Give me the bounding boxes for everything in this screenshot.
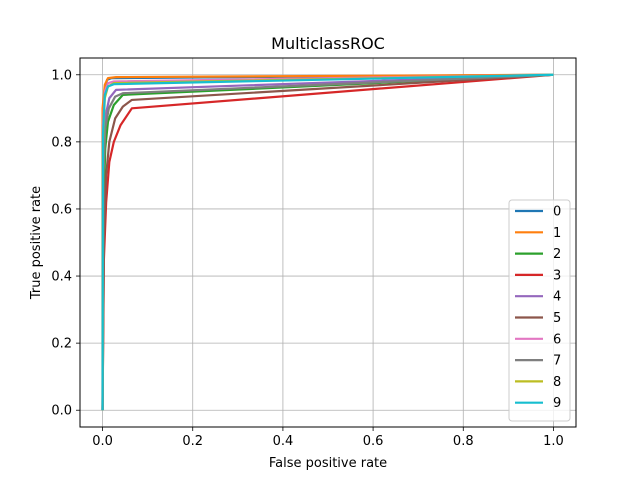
legend-label-4: 4 <box>553 290 561 305</box>
series-lines <box>101 73 554 411</box>
legend-label-8: 8 <box>553 375 561 390</box>
x-tick-label: 0.6 <box>363 434 384 449</box>
legend-label-1: 1 <box>553 226 561 241</box>
x-tick-label: 0.4 <box>273 434 294 449</box>
x-tick-label: 1.0 <box>543 434 564 449</box>
axis-ticks: 0.0 0.2 0.4 0.6 0.8 1.0 0.0 0.2 0.4 0.6 0.8 1.0 <box>51 68 563 449</box>
x-axis-label: False positive rate <box>269 456 387 471</box>
x-tick-label: 0.0 <box>92 434 113 449</box>
legend-label-0: 0 <box>553 205 561 220</box>
y-tick-label: 0.0 <box>51 404 72 419</box>
chart-title: MulticlassROC <box>271 34 385 53</box>
x-tick-label: 0.2 <box>182 434 203 449</box>
legend-label-7: 7 <box>553 354 561 369</box>
roc-series-9 <box>101 73 554 411</box>
x-tick-label: 0.8 <box>453 434 474 449</box>
legend-label-9: 9 <box>553 396 561 411</box>
y-tick-label: 1.0 <box>51 68 72 83</box>
plot-frame <box>79 57 577 428</box>
legend-label-6: 6 <box>553 332 561 347</box>
legend-label-3: 3 <box>553 268 561 283</box>
y-tick-label: 0.6 <box>51 202 72 217</box>
y-axis-label: True positive rate <box>29 186 44 300</box>
legend-label-5: 5 <box>553 311 561 326</box>
legend-label-2: 2 <box>553 247 561 262</box>
legend: 0 1 2 3 4 5 6 7 8 9 <box>508 199 571 422</box>
legend-box <box>508 199 571 422</box>
y-tick-label: 0.4 <box>51 270 72 285</box>
y-tick-label: 0.2 <box>51 337 72 352</box>
grid <box>80 58 576 427</box>
y-tick-label: 0.8 <box>51 135 72 150</box>
